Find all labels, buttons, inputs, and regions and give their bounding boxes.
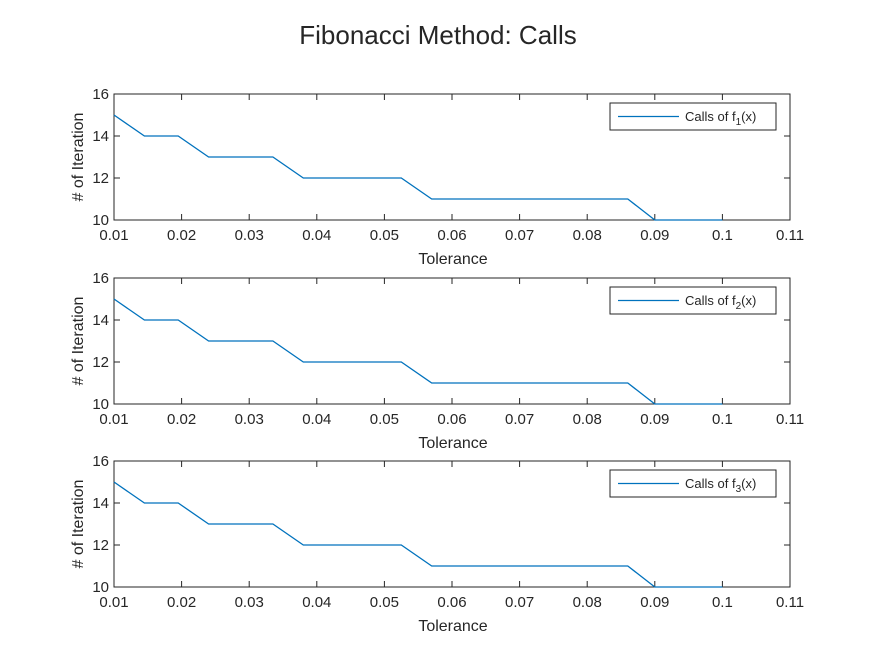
y-axis-label: # of Iteration <box>70 297 87 386</box>
x-tick-label: 0.04 <box>302 594 331 611</box>
x-tick-label: 0.11 <box>776 227 804 244</box>
x-tick-label: 0.05 <box>370 411 399 428</box>
legend-label-prefix: Calls of f <box>685 476 736 491</box>
subplot-2: 0.01 0.02 0.03 0.04 0.05 0.06 0.07 0.08 0.09 0.1 0… <box>70 270 804 452</box>
x-tick-label: 0.06 <box>437 411 466 428</box>
y-tick-label: 12 <box>92 537 109 554</box>
x-tick-label: 0.01 <box>99 411 128 428</box>
subplots: 0.01 0.02 0.03 0.04 0.05 0.06 0.07 0.08 0.09 0.1 0… <box>70 86 804 635</box>
legend-label: Calls of f2(x) <box>685 293 756 312</box>
y-tick-label: 16 <box>92 453 109 470</box>
legend-label: Calls of f1(x) <box>685 109 756 128</box>
legend: Calls of f2(x) <box>609 286 777 315</box>
x-tick-label: 0.1 <box>712 411 733 428</box>
y-axis-label: # of Iteration <box>70 480 87 569</box>
x-tick-label: 0.09 <box>640 227 669 244</box>
x-tick-label: 0.1 <box>712 227 733 244</box>
x-tick-label: 0.02 <box>167 594 196 611</box>
x-tick-label: 0.01 <box>99 594 128 611</box>
x-tick-label: 0.08 <box>573 227 602 244</box>
x-tick-label: 0.1 <box>712 594 733 611</box>
legend-label-subscript: 2 <box>736 301 742 312</box>
x-tick-label: 0.09 <box>640 594 669 611</box>
x-tick-label: 0.07 <box>505 594 534 611</box>
x-tick-label: 0.08 <box>573 594 602 611</box>
x-tick-label: 0.06 <box>437 594 466 611</box>
y-tick-label: 12 <box>92 170 109 187</box>
legend-label: Calls of f3(x) <box>685 476 756 495</box>
legend-label-subscript: 1 <box>736 117 742 128</box>
series-line <box>113 114 723 221</box>
legend-label-suffix: (x) <box>741 109 756 124</box>
x-axis-label: Tolerance <box>418 435 487 452</box>
legend-label-prefix: Calls of f <box>685 293 736 308</box>
x-tick-label: 0.11 <box>776 594 804 611</box>
legend-label-prefix: Calls of f <box>685 109 736 124</box>
x-tick-label: 0.09 <box>640 411 669 428</box>
x-tick-label: 0.01 <box>99 227 128 244</box>
series-line <box>113 481 723 588</box>
x-tick-label: 0.11 <box>776 411 804 428</box>
x-tick-label: 0.05 <box>370 227 399 244</box>
x-tick-label: 0.04 <box>302 411 331 428</box>
legend: Calls of f3(x) <box>609 469 777 498</box>
series-line <box>113 298 723 405</box>
x-tick-label: 0.03 <box>235 411 264 428</box>
figure-title: Fibonacci Method: Calls <box>299 20 576 50</box>
x-tick-label: 0.08 <box>573 411 602 428</box>
x-tick-label: 0.07 <box>505 411 534 428</box>
y-tick-label: 12 <box>92 354 109 371</box>
subplot-3: 0.01 0.02 0.03 0.04 0.05 0.06 0.07 0.08 0.09 0.1 0… <box>70 453 804 635</box>
x-tick-label: 0.03 <box>235 594 264 611</box>
x-axis-label: Tolerance <box>418 618 487 635</box>
y-axis-label: # of Iteration <box>70 113 87 202</box>
subplot-1: 0.01 0.02 0.03 0.04 0.05 0.06 0.07 0.08 0.09 0.1 0… <box>70 86 804 268</box>
x-tick-label: 0.03 <box>235 227 264 244</box>
x-tick-label: 0.07 <box>505 227 534 244</box>
legend-label-suffix: (x) <box>741 476 756 491</box>
y-tick-label: 14 <box>92 128 109 145</box>
legend-label-suffix: (x) <box>741 293 756 308</box>
x-tick-label: 0.05 <box>370 594 399 611</box>
x-tick-label: 0.02 <box>167 227 196 244</box>
legend: Calls of f1(x) <box>609 102 777 131</box>
y-tick-label: 10 <box>92 579 109 596</box>
x-tick-label: 0.04 <box>302 227 331 244</box>
x-axis-label: Tolerance <box>418 251 487 268</box>
y-tick-label: 10 <box>92 212 109 229</box>
y-tick-label: 14 <box>92 495 109 512</box>
y-tick-label: 14 <box>92 312 109 329</box>
y-tick-label: 16 <box>92 86 109 103</box>
y-tick-label: 10 <box>92 396 109 413</box>
legend-label-subscript: 3 <box>736 484 742 495</box>
y-tick-label: 16 <box>92 270 109 287</box>
x-tick-label: 0.06 <box>437 227 466 244</box>
x-tick-label: 0.02 <box>167 411 196 428</box>
